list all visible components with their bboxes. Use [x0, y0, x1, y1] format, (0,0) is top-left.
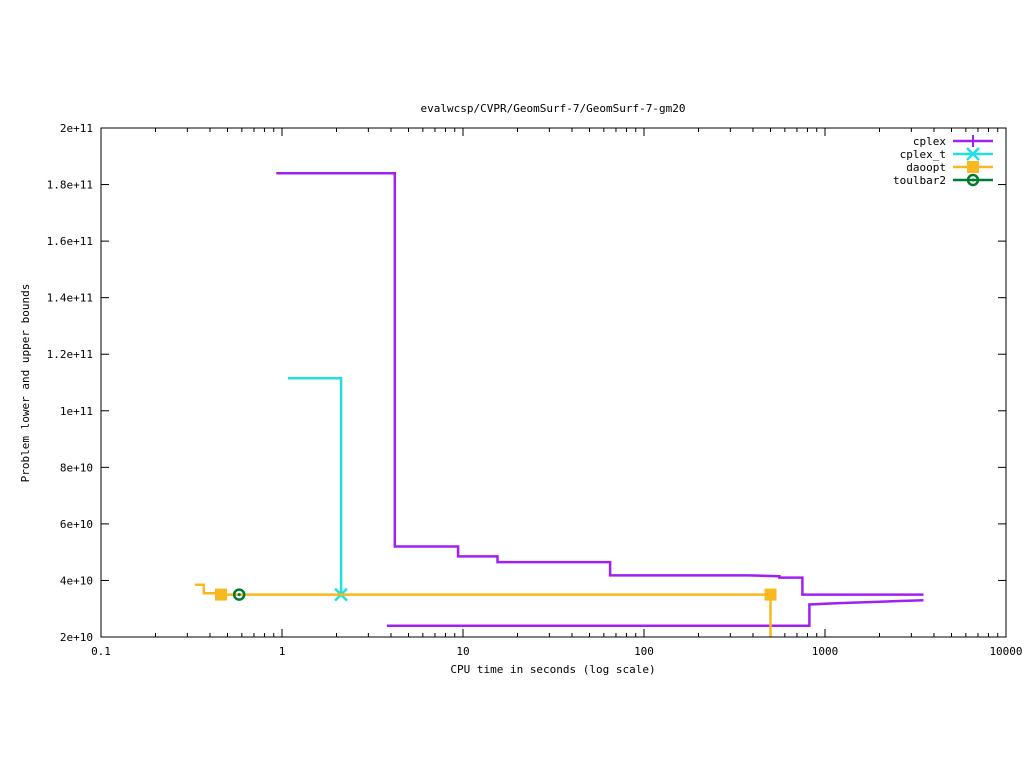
plot-frame	[100, 127, 1007, 638]
series-cplex-t-upper-line	[288, 377, 343, 595]
x-tick-label: 100	[634, 645, 654, 658]
series-cplex-lower-line	[386, 598, 924, 627]
y-tick-label: 2e+11	[60, 122, 93, 135]
axes-ticks: 0.1 1 10 100 1000 10000 2e+10 4e+10 6e+10 8e+10 1e…	[47, 122, 1023, 658]
y-axis-label: Problem lower and upper bounds	[19, 284, 32, 483]
x-tick-label: 1000	[812, 645, 839, 658]
marker-circle	[966, 173, 980, 187]
plot-series	[194, 171, 924, 637]
marker-square	[764, 588, 777, 601]
series-cplex-upper-line	[276, 171, 924, 596]
marker-x	[966, 147, 980, 161]
legend-label: daoopt	[906, 161, 946, 174]
marker-plus	[967, 135, 979, 147]
x-axis-label: CPU time in seconds (log scale)	[450, 663, 655, 676]
y-tick-label: 2e+10	[60, 631, 93, 644]
series-daoopt-upper-line	[194, 583, 772, 637]
x-tick-label: 1	[279, 645, 286, 658]
y-tick-label: 6e+10	[60, 518, 93, 531]
marker-circle	[232, 588, 246, 601]
y-tick-label: 4e+10	[60, 574, 93, 587]
y-tick-label: 8e+10	[60, 461, 93, 474]
y-tick-label: 1e+11	[60, 405, 93, 418]
legend-label: cplex	[913, 135, 946, 148]
y-tick-label: 1.2e+11	[47, 348, 93, 361]
legend-label: cplex_t	[900, 148, 946, 161]
chart-title: evalwcsp/CVPR/GeomSurf-7/GeomSurf-7-gm20	[421, 102, 686, 115]
marker-circle-dot	[237, 593, 241, 597]
x-tick-label: 10	[456, 645, 469, 658]
marker-square	[214, 588, 227, 601]
x-tick-label: 10000	[989, 645, 1022, 658]
marker-circle-dot	[971, 178, 975, 182]
x-tick-label: 0.1	[91, 645, 111, 658]
y-tick-label: 1.6e+11	[47, 235, 93, 248]
legend-label: toulbar2	[893, 174, 946, 187]
marker-square	[967, 161, 979, 173]
y-tick-label: 1.8e+11	[47, 179, 93, 192]
y-tick-label: 1.4e+11	[47, 292, 93, 305]
